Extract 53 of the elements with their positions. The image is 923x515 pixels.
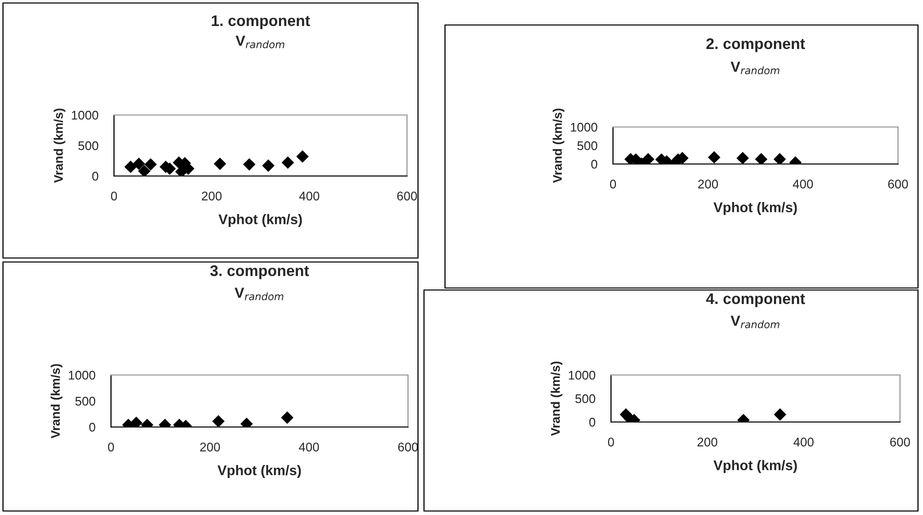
point <box>144 158 157 171</box>
chart-subtitle: V$_{random}$ <box>730 62 780 74</box>
chart-title: 1. component <box>212 15 310 30</box>
x-axis-title: Vphot (km/s) <box>218 465 301 478</box>
point <box>243 158 256 171</box>
y-tick-label: 1000 <box>68 370 96 380</box>
x-axis-title: Vphot (km/s) <box>714 202 797 215</box>
y-tick-label: 500 <box>75 396 96 406</box>
chart-subtitle: V$_{random}$ <box>236 36 284 48</box>
x-tick-label: 200 <box>200 442 220 452</box>
point <box>214 158 226 170</box>
x-tick-label: 200 <box>698 180 718 188</box>
y-tick-label: 1000 <box>568 370 596 380</box>
y-tick-label: 500 <box>575 394 596 404</box>
x-tick-label: 400 <box>299 192 320 200</box>
x-tick-label: 400 <box>298 442 319 452</box>
chart-title: 2. component <box>706 38 805 52</box>
y-tick-label: 500 <box>78 141 98 150</box>
y-axis-title: Vrand (km/s) <box>550 362 562 436</box>
x-tick-label: 200 <box>698 438 718 446</box>
y-tick-label: 0 <box>591 160 598 169</box>
point <box>124 160 137 174</box>
chart-subtitle: V$_{random}$ <box>234 288 284 300</box>
x-tick-label: 600 <box>888 180 908 188</box>
chart-title: 3. component <box>210 265 309 280</box>
point <box>138 164 150 176</box>
y-tick-label: 1000 <box>570 122 598 132</box>
x-tick-label: 400 <box>792 180 813 188</box>
x-tick-label: 200 <box>202 192 222 200</box>
point <box>296 150 309 163</box>
x-axis-title: Vphot (km/s) <box>218 214 302 227</box>
x-tick-label: 600 <box>398 442 418 452</box>
x-tick-label: 0 <box>111 192 117 200</box>
x-tick-label: 0 <box>610 180 616 188</box>
x-tick-label: 600 <box>397 192 417 200</box>
y-tick-label: 1000 <box>72 110 98 120</box>
x-tick-label: 0 <box>108 442 114 452</box>
chart-subtitle: V$_{random}$ <box>730 316 780 328</box>
point <box>262 159 275 172</box>
y-tick-label: 0 <box>589 418 596 427</box>
point <box>132 158 146 170</box>
y-tick-label: 500 <box>577 141 598 150</box>
x-tick-label: 400 <box>794 438 814 446</box>
y-axis-title: Vrand (km/s) <box>50 364 62 438</box>
chart-title: 4. component <box>706 293 805 308</box>
y-tick-label: 0 <box>92 172 98 181</box>
x-tick-label: 0 <box>608 438 614 446</box>
y-axis-title: Vrand (km/s) <box>54 108 66 183</box>
y-tick-label: 0 <box>89 422 96 432</box>
x-tick-label: 600 <box>890 438 910 446</box>
x-axis-title: Vphot (km/s) <box>714 460 797 473</box>
y-axis-title: Vrand (km/s) <box>552 108 564 183</box>
point <box>282 156 294 169</box>
